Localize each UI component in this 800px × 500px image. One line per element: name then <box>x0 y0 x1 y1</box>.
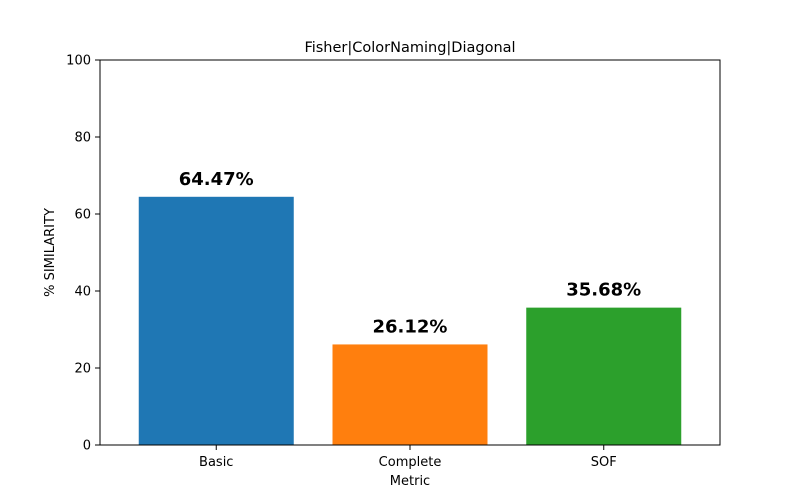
x-tick-label: Basic <box>199 455 233 470</box>
y-tick-label: 80 <box>74 131 91 146</box>
y-axis-ticks: 0 20 40 60 80 100 <box>66 54 100 454</box>
y-tick-label: 20 <box>74 362 91 377</box>
data-label-sof: 35.68% <box>566 280 641 301</box>
plot-frame <box>99 59 721 446</box>
data-labels-group: 64.47% 26.12% 35.68% <box>179 169 641 338</box>
x-tick-label: SOF <box>591 455 617 470</box>
data-label-basic: 64.47% <box>179 169 254 190</box>
y-tick-label: 100 <box>66 54 91 69</box>
bar-complete <box>332 344 488 445</box>
x-axis-ticks: Basic Complete SOF <box>199 445 617 470</box>
chart-title: Fisher|ColorNaming|Diagonal <box>304 40 515 56</box>
bars-group <box>138 196 682 445</box>
bar-sof <box>526 307 682 445</box>
y-tick-label: 0 <box>83 439 91 454</box>
x-tick-label: Complete <box>379 455 442 470</box>
y-tick-label: 60 <box>74 208 91 223</box>
x-axis-label: Metric <box>390 474 430 489</box>
y-tick-label: 40 <box>74 285 91 300</box>
bar-basic <box>138 196 294 445</box>
data-label-complete: 26.12% <box>373 316 448 337</box>
y-axis-label: % SIMILARITY <box>43 208 58 297</box>
